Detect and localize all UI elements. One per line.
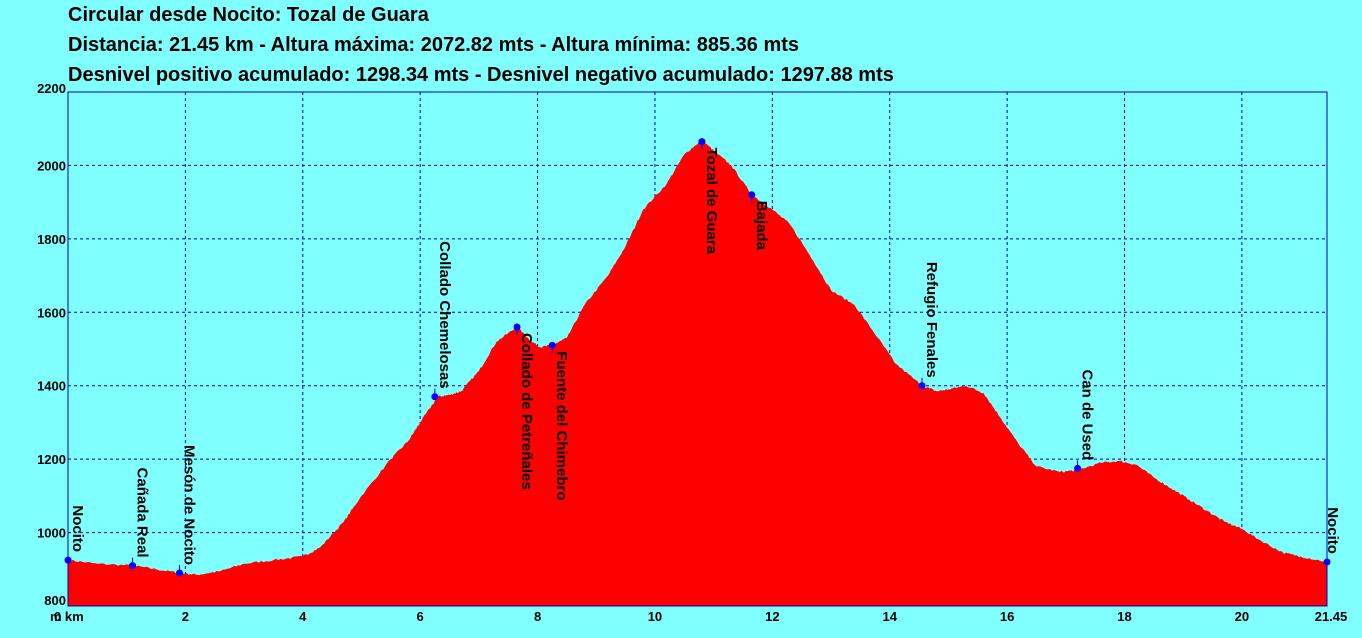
x-tick-label: 21.45 xyxy=(1315,609,1348,624)
plot-frame xyxy=(67,91,1328,607)
waypoint: Can de Used xyxy=(1074,369,1096,472)
waypoint: Collado Chemelosas xyxy=(431,241,453,401)
waypoint-label: Tozal de Guara xyxy=(703,148,720,255)
x-tick-label: 0 km xyxy=(54,609,84,624)
chart-subtitle-elevation: Desnivel positivo acumulado: 1298.34 mts… xyxy=(68,64,894,86)
waypoint-label: Can de Used xyxy=(1079,369,1096,460)
x-axis-ticks: 0 km 2 4 6 8 10 12 14 16 18 20 21.45 xyxy=(54,609,1347,624)
waypoint-marker xyxy=(64,556,72,564)
waypoint: Collado de Petreñales xyxy=(513,323,535,490)
x-tick-label: 20 xyxy=(1235,609,1249,624)
y-tick-label: 800 xyxy=(44,593,66,608)
waypoint-marker xyxy=(1323,558,1331,566)
waypoint: Fuente del Chimebro xyxy=(548,341,570,500)
x-tick-label: 10 xyxy=(648,609,662,624)
x-tick-label: 6 xyxy=(417,609,424,624)
x-tick-label: 18 xyxy=(1117,609,1131,624)
x-tick-label: 16 xyxy=(1000,609,1014,624)
waypoints: Nocito Cañada Real Mesón de Nocito Collado … xyxy=(64,138,1341,577)
waypoint: Bajada xyxy=(748,191,770,251)
x-tick-label: 8 xyxy=(534,609,541,624)
y-axis-ticks: 800 1000 1200 1400 1600 1800 2000 2200 xyxy=(37,81,66,608)
waypoint: Cañada Real xyxy=(129,468,151,570)
waypoint-label: Collado de Petreñales xyxy=(518,333,535,490)
waypoint-label: Bajada xyxy=(753,201,770,251)
waypoint-label: Mesón de Nocito xyxy=(181,445,198,565)
waypoint-label: Cañada Real xyxy=(134,468,151,558)
waypoint: Refugio Fenales xyxy=(918,262,940,390)
y-tick-label: 1200 xyxy=(37,452,66,467)
waypoint-label: Nocito xyxy=(69,505,86,552)
waypoint: Nocito xyxy=(64,505,86,564)
x-tick-label: 2 xyxy=(182,609,189,624)
waypoint-label: Collado Chemelosas xyxy=(436,241,453,389)
y-tick-label: 1800 xyxy=(37,232,66,247)
y-tick-label: 2000 xyxy=(37,158,66,173)
y-tick-label: 1000 xyxy=(37,526,66,541)
y-axis-unit: m xyxy=(50,609,62,624)
x-tick-label: 4 xyxy=(299,609,307,624)
chart-subtitle-distance: Distancia: 21.45 km - Altura máxima: 207… xyxy=(68,34,800,56)
waypoint: Nocito xyxy=(1323,507,1341,566)
y-tick-label: 1400 xyxy=(37,379,66,394)
waypoint: Mesón de Nocito xyxy=(176,445,198,577)
waypoint-label: Fuente del Chimebro xyxy=(553,351,570,500)
waypoint: Tozal de Guara xyxy=(698,138,720,255)
chart-title: Circular desde Nocito: Tozal de Guara xyxy=(68,4,429,26)
elevation-area xyxy=(68,139,1327,606)
waypoint-label: Nocito xyxy=(1324,507,1341,554)
y-tick-label: 2200 xyxy=(37,81,66,96)
x-tick-label: 14 xyxy=(882,609,897,624)
waypoint-label: Refugio Fenales xyxy=(923,262,940,378)
x-tick-label: 12 xyxy=(765,609,779,624)
y-tick-label: 1600 xyxy=(37,305,66,320)
